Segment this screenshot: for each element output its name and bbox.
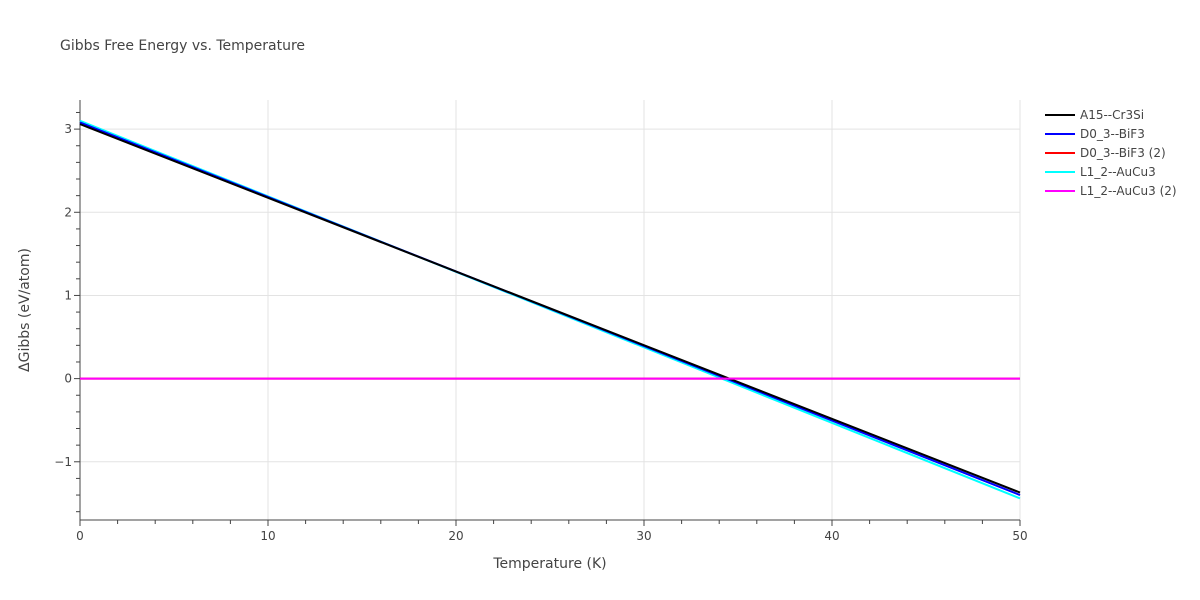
x-tick-label: 0 xyxy=(76,529,84,543)
y-tick-label: 3 xyxy=(64,122,72,136)
x-tick-label: 10 xyxy=(260,529,275,543)
legend-entry: D0_3--BiF3 xyxy=(1080,127,1145,141)
legend-entry: L1_2--AuCu3 (2) xyxy=(1080,184,1177,198)
x-tick-label: 30 xyxy=(636,529,651,543)
legend-entry: A15--Cr3Si xyxy=(1080,108,1144,122)
legend: A15--Cr3Si D0_3--BiF3 D0_3--BiF3 (2) L1_2--… xyxy=(1045,108,1177,198)
y-tick-label: −1 xyxy=(54,455,72,469)
x-tick-label: 50 xyxy=(1012,529,1027,543)
axes xyxy=(74,100,1021,526)
y-tick-label: 0 xyxy=(64,372,72,386)
series-group xyxy=(79,119,1021,500)
y-tick-label: 1 xyxy=(64,288,72,302)
y-tick-label: 2 xyxy=(64,205,72,219)
y-axis-label: ΔGibbs (eV/atom) xyxy=(17,248,33,372)
x-tick-label: 40 xyxy=(824,529,839,543)
legend-entry: D0_3--BiF3 (2) xyxy=(1080,146,1166,160)
series-line-0 xyxy=(79,123,1021,494)
x-axis-label: Temperature (K) xyxy=(492,556,606,572)
x-tick-label: 20 xyxy=(448,529,463,543)
legend-entry: L1_2--AuCu3 xyxy=(1080,165,1156,179)
tick-labels: 0 10 20 30 40 50 −1 0 1 2 3 xyxy=(54,122,1027,543)
chart-title: Gibbs Free Energy vs. Temperature xyxy=(60,38,305,54)
